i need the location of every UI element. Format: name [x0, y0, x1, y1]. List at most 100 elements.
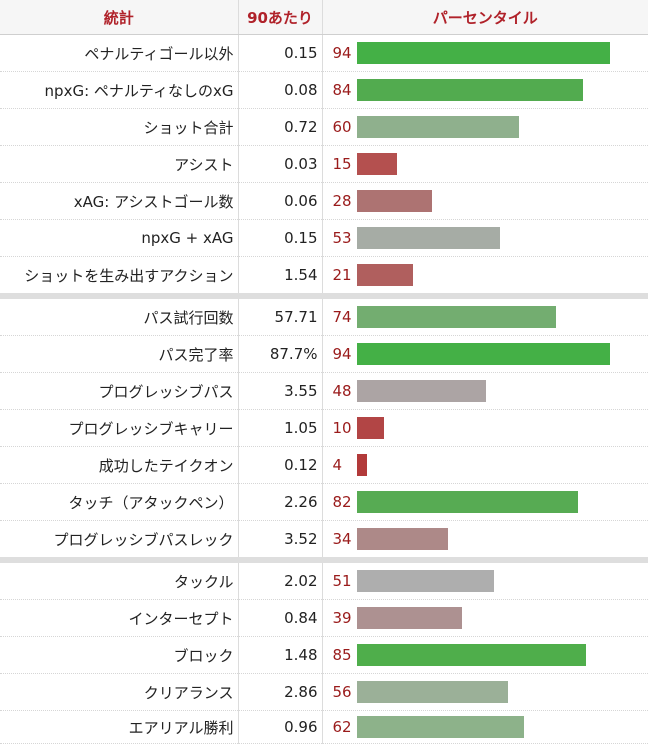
percentile-value: 62 — [332, 718, 352, 736]
percentile-cell: 56 — [322, 673, 648, 711]
percentile-bar-track — [356, 528, 627, 550]
percentile-bar-track — [356, 190, 627, 212]
percentile-value: 15 — [332, 155, 352, 173]
per90-value: 1.48 — [238, 636, 323, 674]
percentile-value: 94 — [332, 345, 352, 363]
percentile-bar — [356, 491, 578, 513]
percentile-bar-track — [356, 607, 627, 629]
table-row: npxG + xAG 0.15 53 — [0, 219, 648, 257]
percentile-bar-track — [356, 42, 627, 64]
percentile-cell: 53 — [322, 219, 648, 257]
percentile-bar — [356, 343, 611, 365]
table-row: ショット合計 0.72 60 — [0, 108, 648, 146]
percentile-cell: 82 — [322, 483, 648, 521]
percentile-bar — [356, 380, 487, 402]
stat-name: 成功したテイクオン — [0, 446, 239, 484]
per90-value: 2.26 — [238, 483, 323, 521]
percentile-cell: 51 — [322, 557, 648, 600]
percentile-value: 56 — [332, 683, 352, 701]
per90-value: 87.7% — [238, 335, 323, 373]
percentile-bar-track — [356, 79, 627, 101]
percentile-bar-track — [356, 380, 627, 402]
percentile-cell: 10 — [322, 409, 648, 447]
per90-value: 2.86 — [238, 673, 323, 711]
percentile-value: 53 — [332, 229, 352, 247]
stat-name: プログレッシブパス — [0, 372, 239, 410]
percentile-cell: 74 — [322, 293, 648, 336]
percentile-value: 51 — [332, 572, 352, 590]
stat-name: xAG: アシストゴール数 — [0, 182, 239, 220]
per90-value: 57.71 — [238, 293, 323, 336]
stat-name: npxG: ペナルティなしのxG — [0, 71, 239, 109]
percentile-bar — [356, 264, 414, 286]
header-per90[interactable]: 90あたり — [238, 0, 323, 35]
percentile-value: 85 — [332, 646, 352, 664]
percentile-cell: 94 — [322, 34, 648, 72]
percentile-bar — [356, 227, 500, 249]
percentile-cell: 39 — [322, 599, 648, 637]
table-row: インターセプト 0.84 39 — [0, 599, 648, 637]
percentile-cell: 34 — [322, 520, 648, 561]
per90-value: 0.15 — [238, 219, 323, 257]
percentile-bar-track — [356, 716, 627, 738]
per90-value: 1.05 — [238, 409, 323, 447]
table-row: npxG: ペナルティなしのxG 0.08 84 — [0, 71, 648, 109]
percentile-bar-track — [356, 343, 627, 365]
percentile-value: 4 — [332, 456, 343, 474]
per90-value: 0.06 — [238, 182, 323, 220]
percentile-cell: 21 — [322, 256, 648, 297]
stat-name: ショットを生み出すアクション — [0, 256, 239, 297]
percentile-bar — [356, 306, 557, 328]
table-row: ショットを生み出すアクション 1.54 21 — [0, 256, 648, 297]
table-row: プログレッシブパス 3.55 48 — [0, 372, 648, 410]
per90-value: 0.84 — [238, 599, 323, 637]
stat-name: ブロック — [0, 636, 239, 674]
percentile-bar — [356, 716, 524, 738]
percentile-value: 84 — [332, 81, 352, 99]
percentile-cell: 85 — [322, 636, 648, 674]
percentile-bar-track — [356, 227, 627, 249]
header-stat[interactable]: 統計 — [0, 0, 239, 35]
header-percentile[interactable]: パーセンタイル — [322, 0, 648, 35]
per90-value: 0.15 — [238, 34, 323, 72]
percentile-bar-track — [356, 570, 627, 592]
percentile-bar — [356, 116, 519, 138]
stat-name: タックル — [0, 557, 239, 600]
per90-value: 0.12 — [238, 446, 323, 484]
percentile-bar-track — [356, 491, 627, 513]
table-row: クリアランス 2.86 56 — [0, 673, 648, 711]
percentile-cell: 94 — [322, 335, 648, 373]
percentile-value: 74 — [332, 308, 352, 326]
percentile-value: 48 — [332, 382, 352, 400]
percentile-bar-track — [356, 417, 627, 439]
percentile-bar-track — [356, 454, 627, 476]
percentile-bar — [356, 607, 462, 629]
percentile-bar-track — [356, 153, 627, 175]
percentile-bar-track — [356, 644, 627, 666]
percentile-bar-track — [356, 306, 627, 328]
percentile-value: 28 — [332, 192, 352, 210]
table-header-row: 統計 90あたり パーセンタイル — [0, 0, 648, 35]
stat-name: パス完了率 — [0, 335, 239, 373]
percentile-cell: 48 — [322, 372, 648, 410]
percentile-cell: 60 — [322, 108, 648, 146]
per90-value: 0.96 — [238, 710, 323, 744]
percentile-value: 39 — [332, 609, 352, 627]
stat-name: インターセプト — [0, 599, 239, 637]
per90-value: 1.54 — [238, 256, 323, 297]
percentile-cell: 28 — [322, 182, 648, 220]
per90-value: 0.03 — [238, 145, 323, 183]
table-row: タッチ（アタックペン） 2.26 82 — [0, 483, 648, 521]
percentile-bar-track — [356, 264, 627, 286]
per90-value: 0.08 — [238, 71, 323, 109]
stat-name: プログレッシブキャリー — [0, 409, 239, 447]
table-row: パス試行回数 57.71 74 — [0, 293, 648, 336]
percentile-value: 10 — [332, 419, 352, 437]
stat-name: タッチ（アタックペン） — [0, 483, 239, 521]
percentile-bar — [356, 570, 495, 592]
percentile-bar-track — [356, 116, 627, 138]
percentile-bar — [356, 681, 508, 703]
table-row: エアリアル勝利 0.96 62 — [0, 710, 648, 744]
table-row: アシスト 0.03 15 — [0, 145, 648, 183]
stat-name: プログレッシブパスレック — [0, 520, 239, 561]
